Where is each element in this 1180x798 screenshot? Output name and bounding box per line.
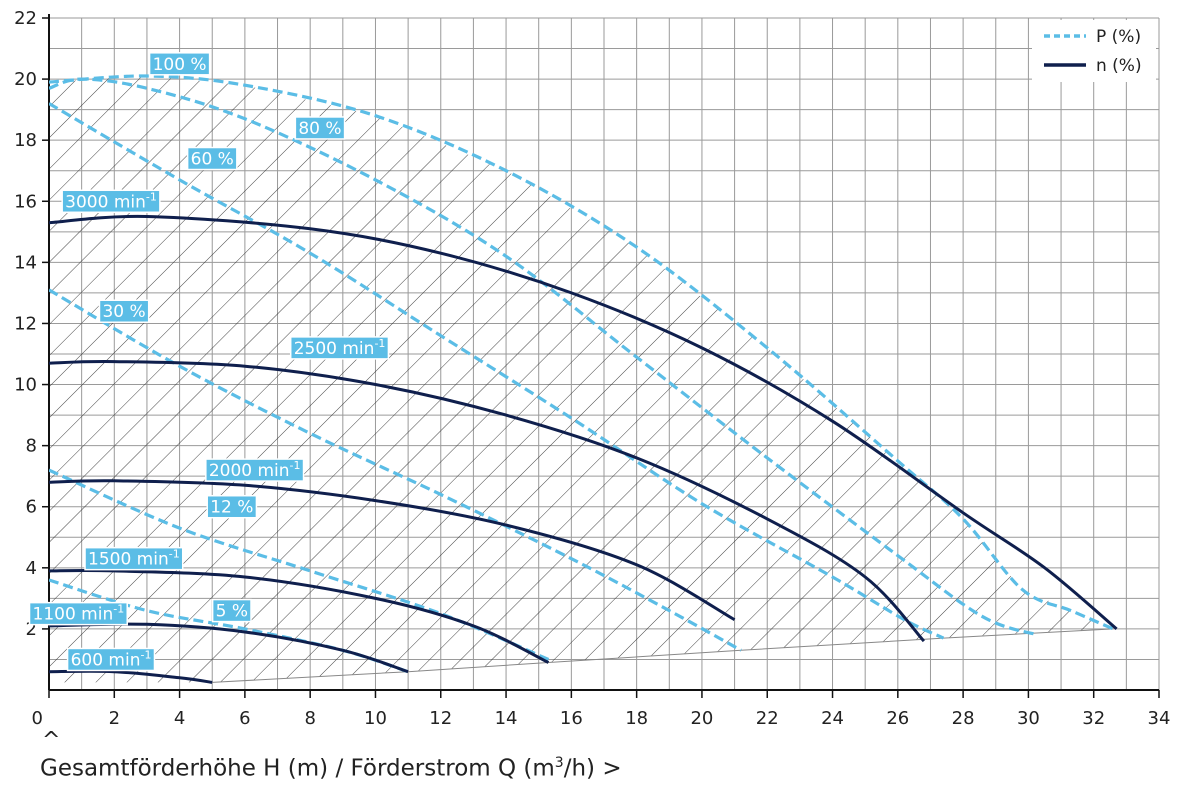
curve-label-box [294,116,346,140]
curve-label-box [186,146,238,171]
curve-label: 2500 min-1 [289,336,390,360]
curve-label: 5 % [211,598,252,623]
y-tick-label: 10 [14,375,37,396]
x-tick-label: 18 [625,708,648,729]
y-tick-label: 18 [14,130,37,151]
speed-curve [49,479,736,622]
x-tick-label: 22 [756,708,779,729]
legend-label: n (%) [1096,56,1142,76]
speed-curve [49,360,926,643]
curve-label-box [206,494,258,519]
x-tick-label: 20 [690,708,713,729]
y-tick-label: 8 [26,436,37,457]
x-axis: 0 2 4 6 8 10 12 14 16 18 20 22 24 26 28 30 32 34 [32,689,1171,729]
x-tick-label: 14 [495,708,518,729]
curve-label: 60 % [186,146,238,171]
curve-label-text: 1500 min-1 [88,548,180,570]
curve-label-box [148,52,211,76]
power-curve [49,102,945,640]
curve-label-text: 2000 min-1 [209,459,301,481]
curve-label-text: 30 % [102,302,145,322]
caret-up-icon: ^ [42,728,61,753]
curve-label: 2000 min-1 [205,458,305,482]
power-curve [49,74,1114,631]
hatched-operating-area [49,76,1114,683]
curve-label-text: 80 % [298,119,341,139]
x-tick-label: 4 [174,708,185,729]
x-tick-label: 24 [821,708,844,729]
speed-curves [49,214,1118,684]
speed-curve [49,568,550,664]
speed-curve [49,214,1118,631]
y-axis: 2 4 6 8 10 12 14 16 18 20 22 [14,8,50,690]
curve-label-box [211,598,252,623]
y-tick-label: 6 [26,497,37,518]
curve-label: 600 min-1 [66,647,156,672]
curve-label-box [98,299,150,323]
curve-label: 100 % [148,52,211,76]
x-tick-label: 26 [886,708,909,729]
x-tick-label: 30 [1017,708,1040,729]
curve-label: 1500 min-1 [84,546,184,571]
x-tick-label: 6 [239,708,250,729]
curve-label-text: 2500 min-1 [294,337,386,359]
curve-label-text: 12 % [210,498,253,518]
x-tick-label: 12 [429,708,452,729]
x-tick-label: 16 [560,708,583,729]
y-tick-label: 16 [14,191,37,212]
y-tick-label: 22 [14,8,37,29]
x-tick-label: 0 [32,708,43,729]
y-tick-label: 20 [14,69,37,90]
curve-label-text: 600 min-1 [71,648,152,670]
curve-label-text: 60 % [191,150,234,170]
y-tick-label: 14 [14,252,37,273]
curve-label-text: 100 % [153,55,207,75]
legend-box [1032,20,1156,82]
operating-area-baseline [212,628,1114,683]
x-axis-title: Gesamtförderhöhe H (m) / Förderstrom Q (… [40,755,622,782]
curve-label: 12 % [206,494,258,519]
curve-label-text: 5 % [216,602,248,622]
chevron-right-icon: > [602,755,622,782]
legend-label: P (%) [1096,27,1141,47]
curve-label-box [84,546,184,571]
x-axis-title-main: Gesamtförderhöhe H (m) / Förderstrom Q (… [40,755,555,782]
power-curve [49,77,1039,637]
curve-label: 3000 min-1 [61,189,161,214]
curve-label-text: 1100 min-1 [33,603,125,625]
speed-curve [49,669,213,684]
x-tick-label: 8 [304,708,315,729]
curve-label-box [289,336,390,360]
y-tick-label: 12 [14,313,37,334]
curve-label: 30 % [98,299,150,323]
curve-label: 1100 min-1 [28,601,128,626]
curve-label: 80 % [294,116,346,140]
x-tick-label: 2 [109,708,120,729]
power-curve [49,288,742,652]
power-curves [49,74,1114,674]
x-tick-label: 10 [364,708,387,729]
x-axis-title-sup: 3 [554,755,564,771]
y-tick-label: 4 [26,558,37,579]
curve-label-box [28,601,128,626]
curve-label-box [66,647,156,672]
x-axis-title-end: /h) [563,755,596,782]
curve-label-box [205,458,305,482]
legend: P (%) n (%) [1032,20,1156,82]
x-tick-label: 28 [952,708,975,729]
x-tick-label: 34 [1148,708,1171,729]
x-tick-label: 32 [1082,708,1105,729]
curve-label-text: 3000 min-1 [65,190,157,212]
curve-labels: 100 % 80 % 60 % 3000 min-1 30 % 2500 min-1 200… [28,52,390,672]
curve-label-box [61,189,161,214]
hatched-region [49,76,1114,683]
y-tick-label: 2 [26,619,37,640]
